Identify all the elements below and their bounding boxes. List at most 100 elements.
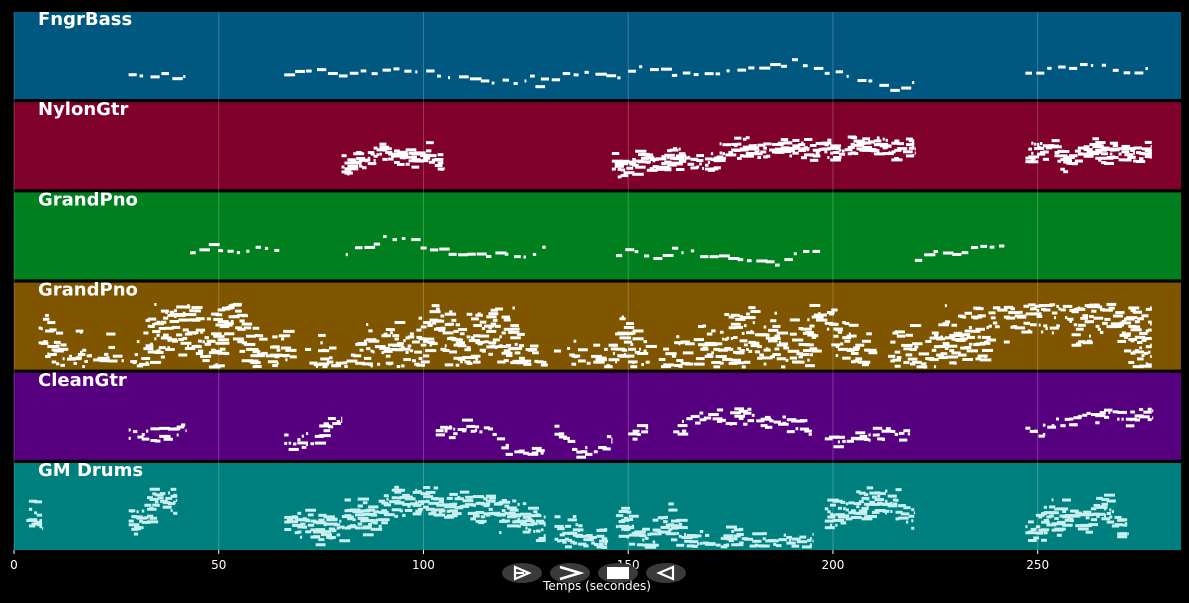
note [632,163,639,167]
note [1028,520,1034,524]
note [355,361,366,365]
note [585,446,588,450]
note [488,507,493,511]
note [261,351,268,355]
track-lane[interactable]: GrandPno [14,280,1181,370]
note [554,524,564,528]
note [320,341,323,345]
track-lane[interactable]: GM Drums [14,460,1181,550]
track-lane[interactable]: GrandPno [14,189,1181,280]
note [481,349,486,353]
note [778,357,786,361]
note [857,79,867,83]
note [704,72,714,76]
note [341,416,343,420]
note [827,515,836,519]
note [798,343,810,347]
note [977,354,988,358]
note [1054,154,1058,158]
note [677,424,688,428]
grid-layer [13,12,1039,550]
note [323,515,335,519]
note [737,358,742,362]
note [964,346,972,350]
note [802,349,812,353]
note [646,153,654,157]
note [370,364,373,368]
note [1093,316,1104,320]
note [670,538,678,542]
note [1051,528,1057,532]
note [754,543,758,547]
note [805,364,815,368]
note [874,491,880,495]
note [396,365,401,369]
note [132,361,137,365]
note [644,545,657,549]
note [403,339,406,343]
note [1060,308,1066,312]
note [215,323,226,327]
note [738,417,744,421]
note [1056,304,1060,308]
note [1098,148,1107,152]
note [318,513,327,517]
note [34,500,43,504]
track-lane[interactable]: CleanGtr [14,370,1181,460]
note [570,540,575,544]
note [160,320,167,324]
note [139,519,144,523]
note [302,517,307,521]
note [840,500,846,504]
note [412,512,422,516]
note [405,350,409,354]
note [1043,505,1047,509]
note [1144,140,1152,144]
note [640,152,650,156]
note [370,152,375,156]
note [599,358,603,362]
note [615,514,624,518]
note [899,358,902,362]
note [778,538,787,542]
note [154,303,157,307]
back-button[interactable] [646,563,686,583]
note [1104,161,1114,165]
note [1137,317,1144,321]
note [562,531,573,535]
note [1101,161,1107,165]
note [77,352,86,356]
note [780,146,790,150]
note [433,486,439,490]
note [1115,147,1121,151]
note [619,354,631,358]
note [952,252,962,256]
note [149,324,155,328]
stop-button[interactable] [598,563,638,583]
note [789,146,801,150]
track-lane[interactable]: FngrBass [14,9,1181,99]
note [781,365,786,369]
note [1064,417,1071,421]
note [1106,511,1111,515]
note [180,318,189,322]
note [1041,528,1050,532]
note [842,356,851,360]
note [636,424,649,428]
note [381,501,389,505]
note [339,539,351,543]
note [606,364,611,368]
rewind-button[interactable] [502,563,542,583]
note [357,504,363,508]
note [750,344,760,348]
note [1141,354,1145,358]
forward-button[interactable] [550,563,590,583]
note [431,511,437,515]
track-lane[interactable]: NylonGtr [14,99,1181,190]
note [36,523,43,527]
note [444,344,447,348]
note [887,504,898,508]
note [1074,149,1081,153]
note [1147,320,1152,324]
note [323,422,329,426]
